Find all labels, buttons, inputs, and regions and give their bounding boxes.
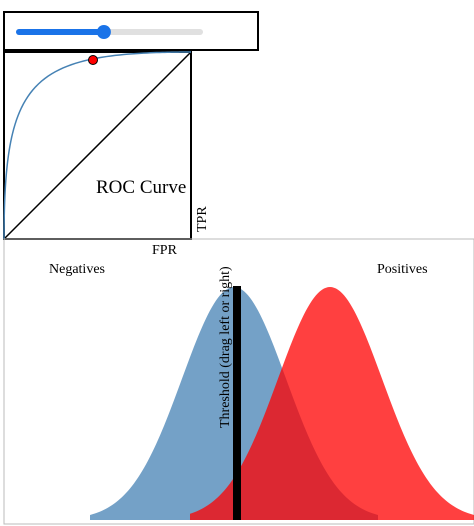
roc-curve [3,51,191,239]
roc-y-axis-label: TPR [195,206,210,232]
slider-fill [16,29,104,35]
slider-thumb[interactable] [96,25,111,39]
positives-label: Positives [377,262,428,277]
negatives-label: Negatives [49,262,105,277]
positives-distribution [190,287,474,520]
roc-x-axis-label: FPR [152,243,178,258]
threshold-label: Threshold (drag left or right) [218,266,233,428]
threshold-line[interactable] [233,286,241,520]
roc-diagonal [3,51,192,240]
roc-title: ROC Curve [96,177,186,198]
roc-operating-point [88,55,98,65]
distribution-panel [3,238,474,525]
